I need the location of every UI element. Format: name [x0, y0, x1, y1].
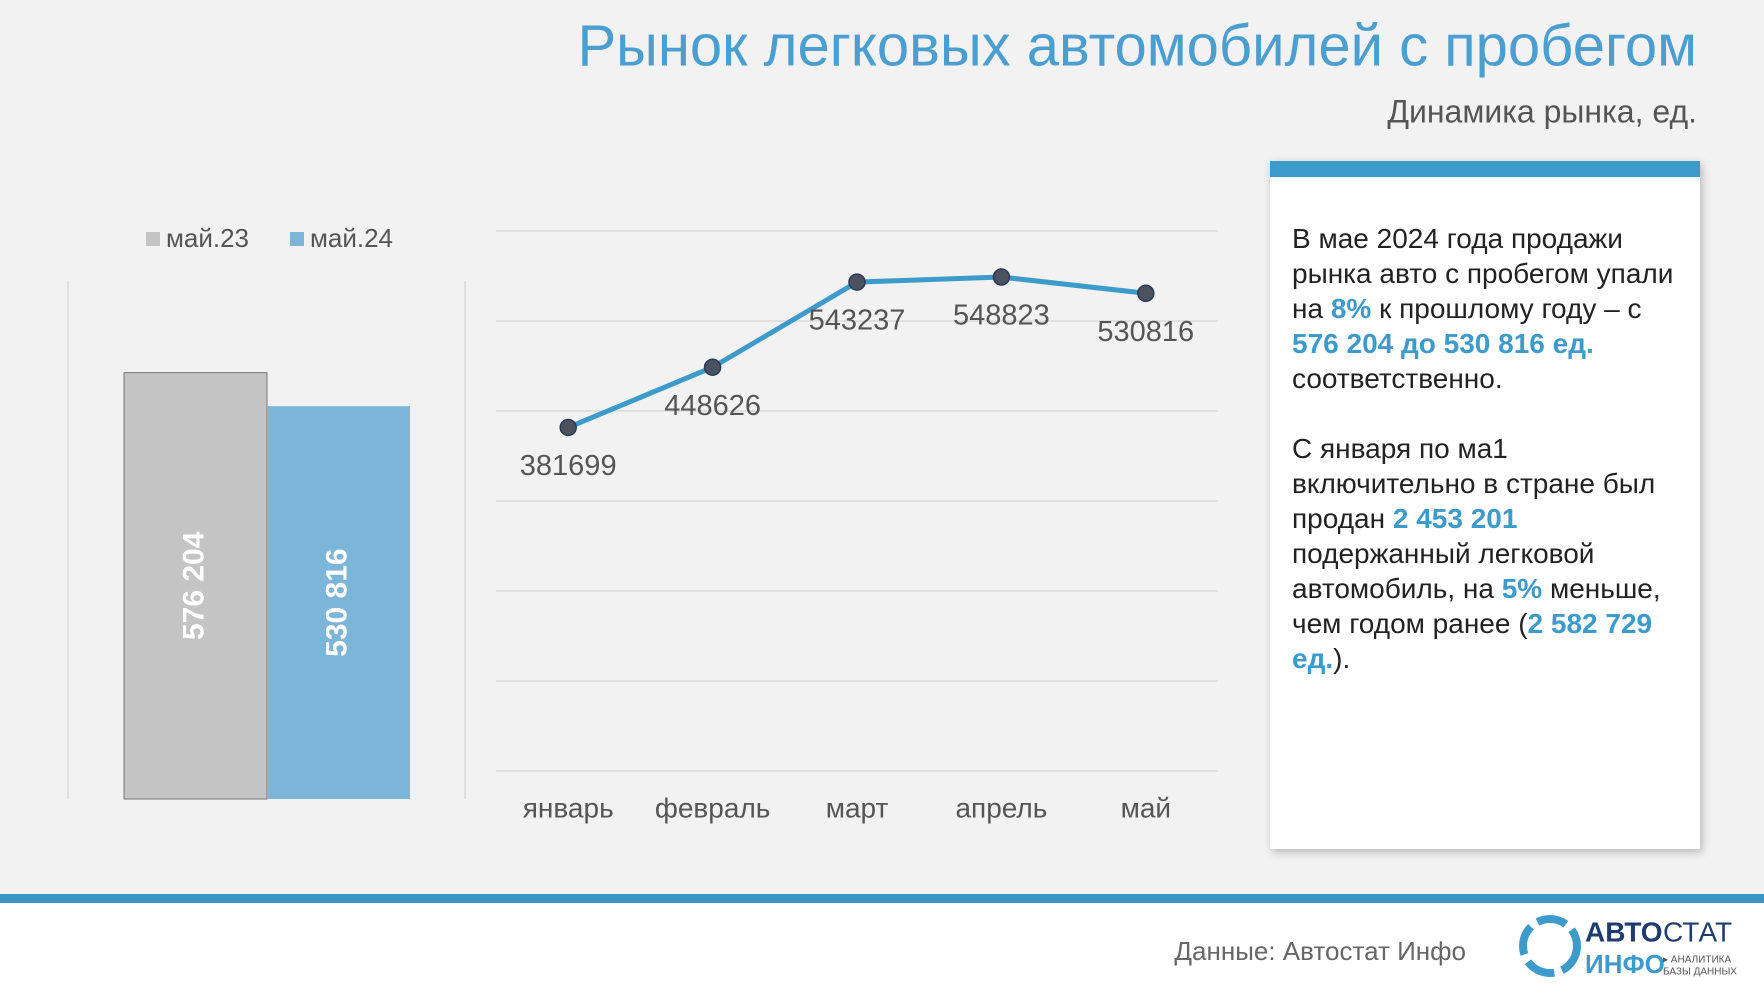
highlight: 2 453 201: [1392, 503, 1518, 534]
paragraph: С января по ма1 включительно в стране бы…: [1292, 431, 1676, 676]
source: Данные: Автостат Инфо: [1174, 936, 1466, 966]
highlight: 576 204 до 530 816 ед.: [1292, 328, 1594, 359]
logo-tag: ▸ АНАЛИТИКА: [1663, 955, 1731, 966]
panel-body: В мае 2024 года продажи рынка авто с про…: [1270, 177, 1700, 676]
bar: [123, 372, 268, 800]
legend-swatch: [146, 232, 160, 246]
x-tick-label: январь: [523, 792, 614, 823]
highlight: 8%: [1330, 293, 1372, 324]
highlight: 5%: [1501, 573, 1543, 604]
line: [567, 274, 1147, 430]
marker: [848, 273, 866, 291]
text-run: ).: [1333, 643, 1351, 674]
legend-label: май.23: [166, 223, 249, 253]
marker: [703, 358, 722, 376]
paragraph: В мае 2024 года продажи рынка авто с про…: [1292, 221, 1676, 396]
x-tick-label: март: [826, 792, 889, 823]
data-label: 543237: [809, 305, 906, 337]
legend-swatch: [290, 232, 304, 246]
footer: [0, 903, 1764, 998]
subtitle: Динамика рынка, ед.: [1387, 93, 1697, 129]
text-run: С января по ма1 включительно в стране бы…: [1292, 433, 1656, 534]
footer-bar: [0, 894, 1764, 903]
text-panel: В мае 2024 года продажи рынка авто с про…: [1270, 161, 1700, 849]
text-run: подержанный легковой автомобиль, на: [1292, 538, 1595, 604]
data-label: 530816: [1097, 316, 1194, 348]
panel-stripe: [1270, 161, 1700, 177]
x-tick-label: май: [1121, 792, 1171, 823]
highlight: 2 582 729 ед.: [1292, 608, 1653, 674]
data-label: 381699: [520, 450, 617, 482]
logo-text: ИНФО: [1585, 949, 1665, 979]
title: Рынок легковых автомобилей с пробегом: [577, 13, 1697, 78]
marker: [992, 268, 1011, 286]
bar-label: 530 816: [320, 548, 353, 656]
data-label: 548823: [953, 300, 1050, 332]
text-run: к прошлому году – с: [1371, 293, 1642, 324]
logo-text: АВТО: [1585, 916, 1663, 947]
text-run: соответственно.: [1292, 363, 1503, 394]
legend-label: май.24: [310, 223, 393, 253]
bar-label: 576 204: [177, 531, 210, 640]
bar: [267, 406, 410, 799]
logo-text: СТАТ: [1663, 916, 1732, 947]
marker: [1137, 284, 1155, 303]
logo-icon: [1519, 915, 1581, 977]
data-label: 448626: [664, 390, 761, 422]
x-tick-label: апрель: [955, 792, 1047, 823]
text-run: меньше, чем годом ранее (: [1292, 573, 1661, 639]
text-run: В мае 2024 года продажи рынка авто с про…: [1292, 223, 1674, 324]
logo-tag: БАЗЫ ДАННЫХ: [1663, 967, 1737, 978]
x-tick-label: февраль: [655, 792, 771, 823]
marker: [559, 418, 577, 437]
